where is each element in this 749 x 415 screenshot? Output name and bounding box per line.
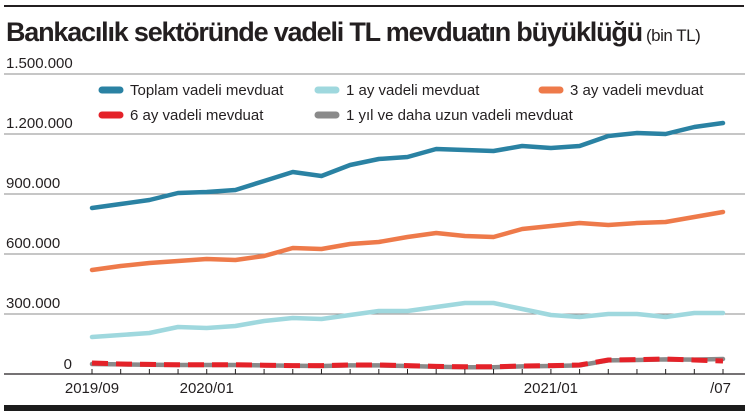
legend-item: 6 ay vadeli mevduat [98, 107, 264, 124]
legend-label: 6 ay vadeli mevduat [130, 107, 264, 124]
series-line [89, 209, 726, 273]
legend: Toplam vadeli mevduat 1 ay vadeli mevduat… [98, 82, 704, 124]
series-line [89, 300, 726, 340]
y-tick-label: 1.500.000 [6, 55, 73, 72]
chart-title: Bankacılık sektöründe vadeli TL mevduatı… [6, 17, 701, 48]
legend-item: 3 ay vadeli mevduat [538, 82, 704, 99]
y-tick-label: 0 [64, 356, 72, 373]
legend-label: 1 yıl ve daha uzun vadeli mevduat [346, 107, 574, 124]
legend-item: Toplam vadeli mevduat [98, 82, 284, 99]
top-rule [4, 5, 744, 7]
y-tick-label: 900.000 [6, 175, 60, 192]
bottom-bar [4, 405, 745, 411]
series-lines [89, 120, 726, 370]
legend-label: 1 ay vadeli mevduat [346, 82, 480, 99]
legend-item: 1 ay vadeli mevduat [314, 82, 480, 99]
x-axis: 2019/09 2020/01 2021/01/07 [4, 369, 745, 397]
y-tick-label: 1.200.000 [6, 115, 73, 132]
x-tick-label: 2020/01 [180, 380, 234, 397]
series-line [91, 356, 724, 370]
chart-title-main: Bankacılık sektöründe vadeli TL mevduatı… [6, 17, 643, 47]
legend-label: Toplam vadeli mevduat [130, 82, 284, 99]
legend-item: 1 yıl ve daha uzun vadeli mevduat [314, 107, 574, 124]
y-tick-label: 600.000 [6, 235, 60, 252]
legend-label: 3 ay vadeli mevduat [570, 82, 704, 99]
chart-unit: (bin TL) [645, 26, 701, 45]
x-tick-label: /07 [710, 380, 731, 397]
y-tick-label: 300.000 [6, 295, 60, 312]
series-line [89, 120, 726, 211]
y-axis-ticks: 0 300.000 600.000 900.000 1.200.000 1.500.000 [6, 55, 73, 373]
x-tick-label: 2019/09 [65, 380, 119, 397]
x-tick-label: 2021/01 [524, 380, 578, 397]
